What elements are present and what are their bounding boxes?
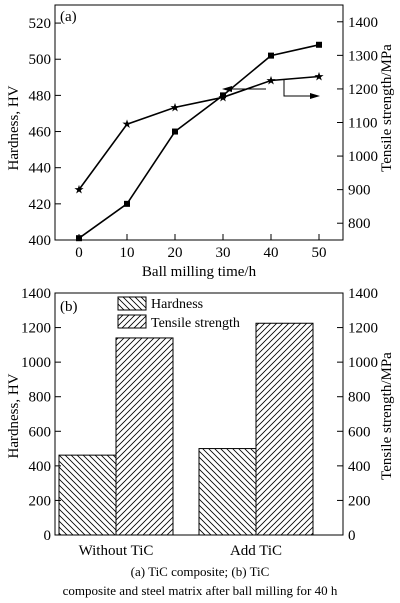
chart-b-right-y-label: Tensile strength/MPa xyxy=(379,352,395,480)
hardness-point xyxy=(124,200,130,207)
hardness-line xyxy=(78,44,320,239)
legend-label-tensile: Tensile strength xyxy=(151,316,240,331)
chart-a-x-tick-label: 30 xyxy=(216,245,231,261)
chart-a-series: ★ ★ ★ ★ ★ ★ xyxy=(74,41,325,242)
chart-b-right-tick-label: 1400 xyxy=(348,286,378,302)
chart-b-right-tick-label: 400 xyxy=(348,459,371,475)
chart-a-right-tick-label: 1200 xyxy=(348,82,378,98)
chart-a-left-tick-label: 460 xyxy=(29,125,52,141)
chart-a-right-axis-ticks: 800 900 1000 1100 1200 1300 1400 xyxy=(337,15,378,232)
chart-a-x-label: Ball milling time/h xyxy=(142,264,257,280)
tensile-strength-point: ★ xyxy=(122,117,133,131)
chart-a-x-tick-label: 40 xyxy=(264,245,279,261)
hardness-point xyxy=(76,235,82,242)
chart-a-right-y-label: Tensile strength/MPa xyxy=(379,44,395,172)
hardness-point xyxy=(220,92,226,99)
chart-b-right-tick-label: 0 xyxy=(348,528,356,544)
tensile-strength-bar xyxy=(255,322,314,536)
chart-b-panel-label: (b) xyxy=(60,299,78,315)
chart-b-left-tick-label: 1400 xyxy=(21,286,51,302)
chart-a-axis-arrows xyxy=(222,79,320,99)
chart-b-right-tick-label: 1200 xyxy=(348,321,378,337)
tensile-strength-point: ★ xyxy=(314,70,325,84)
chart-b-left-tick-label: 200 xyxy=(29,493,52,509)
chart-a-frame xyxy=(54,4,344,241)
tensile-strength-point: ★ xyxy=(170,100,181,114)
chart-a-x-tick-label: 20 xyxy=(168,245,183,261)
chart-a-left-axis-ticks: 400 420 440 460 480 500 520 xyxy=(29,16,61,249)
chart-a-left-y-label: Hardness, HV xyxy=(6,85,22,170)
chart-b-left-tick-label: 400 xyxy=(29,459,52,475)
tensile-strength-point: ★ xyxy=(218,90,229,104)
chart-b-category-label: Without TiC xyxy=(79,543,154,559)
tensile-strength-point: ★ xyxy=(74,183,85,197)
chart-a-x-axis-ticks: 0 10 20 30 40 50 xyxy=(75,234,327,261)
chart-b-categories: Without TiC Add TiC xyxy=(79,543,282,559)
chart-a-right-tick-label: 1400 xyxy=(348,15,378,31)
chart-b-left-tick-label: 1000 xyxy=(21,355,51,371)
hardness-bar xyxy=(58,454,117,536)
chart-b-right-tick-label: 800 xyxy=(348,390,371,406)
chart-a-left-tick-label: 400 xyxy=(29,233,52,249)
figure-caption-line-1: (a) TiC composite; (b) TiC xyxy=(130,564,270,579)
chart-b: (b) 0 200 400 600 800 1000 1200 1400 0 200 400 600… xyxy=(6,286,395,559)
chart-b-left-tick-label: 0 xyxy=(44,528,52,544)
chart-b-bars xyxy=(58,322,314,536)
chart-b-right-tick-label: 600 xyxy=(348,424,371,440)
legend-swatch-tensile xyxy=(117,314,147,329)
tensile-strength-point: ★ xyxy=(266,74,277,88)
hardness-point xyxy=(316,41,322,48)
chart-b-legend: Hardness Tensile strength xyxy=(117,296,240,331)
tensile-strength-bar xyxy=(115,337,174,536)
chart-a-right-tick-label: 800 xyxy=(348,216,371,232)
chart-a-left-tick-label: 440 xyxy=(29,161,52,177)
chart-a-left-tick-label: 480 xyxy=(29,88,52,104)
chart-a-right-tick-label: 1100 xyxy=(348,116,377,132)
chart-a-left-tick-label: 420 xyxy=(29,197,52,213)
tensile-strength-line xyxy=(78,75,320,191)
chart-a-panel-label: (a) xyxy=(60,9,77,25)
chart-b-right-axis-ticks: 0 200 400 600 800 1000 1200 1400 xyxy=(337,286,378,544)
chart-b-left-tick-label: 600 xyxy=(29,424,52,440)
hardness-axis-arrowhead xyxy=(222,86,232,92)
chart-a-left-tick-label: 520 xyxy=(29,16,52,32)
chart-a-right-tick-label: 1000 xyxy=(348,149,378,165)
chart-b-right-tick-label: 200 xyxy=(348,493,371,509)
figure-caption-line-2: composite and steel matrix after ball mi… xyxy=(62,583,338,598)
chart-b-right-tick-label: 1000 xyxy=(348,355,378,371)
chart-a-left-tick-label: 500 xyxy=(29,52,52,68)
legend-label-hardness: Hardness xyxy=(151,297,203,312)
chart-b-left-axis-ticks: 0 200 400 600 800 1000 1200 1400 xyxy=(21,286,61,544)
chart-a-x-tick-label: 10 xyxy=(120,245,135,261)
chart-a-x-tick-label: 50 xyxy=(312,245,327,261)
chart-b-left-tick-label: 1200 xyxy=(21,321,51,337)
chart-a-right-tick-label: 1300 xyxy=(348,48,378,64)
tensile-axis-arrowhead xyxy=(310,93,320,99)
tensile-axis-arrow xyxy=(283,79,318,97)
chart-a-right-tick-label: 900 xyxy=(348,183,371,199)
chart-b-category-label: Add TiC xyxy=(230,543,282,559)
chart-b-left-y-label: Hardness, HV xyxy=(6,373,22,458)
hardness-bar xyxy=(198,448,257,536)
hardness-point xyxy=(268,52,274,59)
legend-swatch-hardness xyxy=(117,296,147,311)
chart-b-left-tick-label: 800 xyxy=(29,390,52,406)
chart-a-x-tick-label: 0 xyxy=(75,245,83,261)
hardness-point xyxy=(172,128,178,135)
